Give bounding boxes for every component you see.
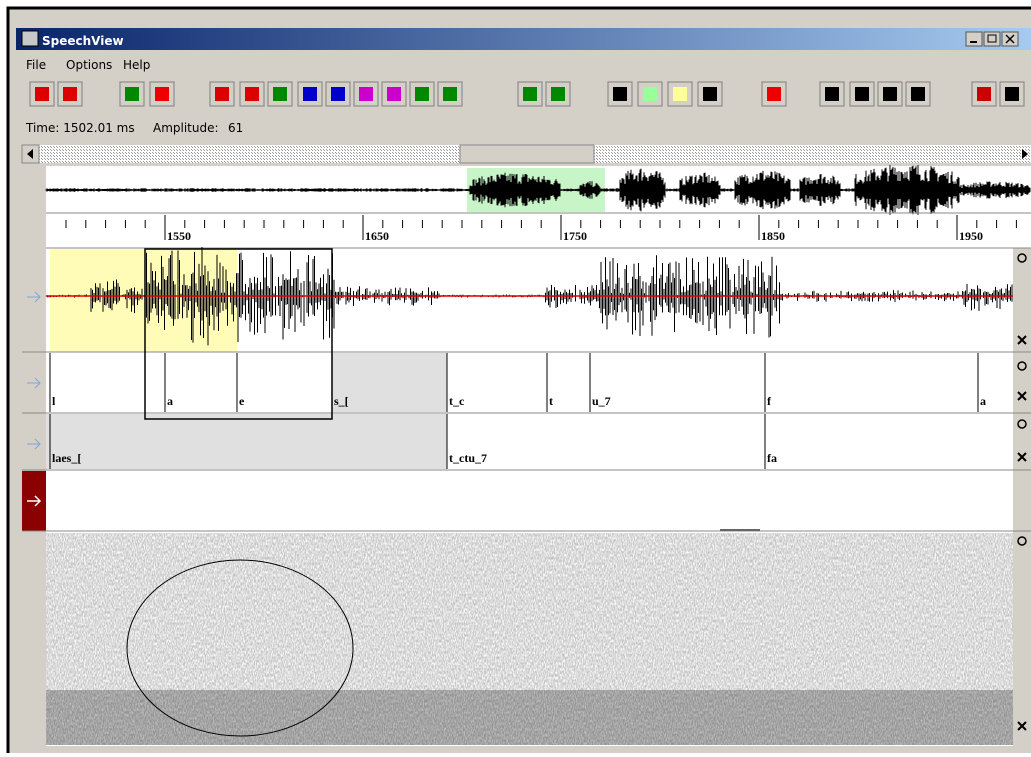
toolbar-button[interactable] — [972, 82, 996, 106]
app-window: SpeechView File Options Help Time: 1502.01… — [0, 0, 1031, 753]
selection-highlight — [50, 249, 237, 352]
toolbar-button[interactable] — [1000, 82, 1024, 106]
button-icon — [359, 87, 373, 101]
toolbar-button[interactable] — [438, 82, 462, 106]
ruler-label: 1750 — [563, 229, 587, 243]
button-icon — [673, 87, 687, 101]
toolbar-button[interactable] — [878, 82, 902, 106]
ruler-label: 1850 — [761, 229, 785, 243]
toolbar-button[interactable] — [30, 82, 54, 106]
button-icon — [643, 87, 657, 101]
right-gutter — [1013, 248, 1031, 746]
app-icon — [22, 31, 38, 46]
toolbar-button[interactable] — [58, 82, 82, 106]
button-icon — [155, 87, 169, 101]
window-title: SpeechView — [42, 34, 124, 48]
segment-label: fa — [767, 451, 777, 465]
ruler-label: 1550 — [167, 229, 191, 243]
button-icon — [35, 87, 49, 101]
segment-label: u_7 — [592, 394, 611, 408]
toolbar-button[interactable] — [120, 82, 144, 106]
ruler-label: 1650 — [365, 229, 389, 243]
menu-item[interactable]: Help — [123, 58, 150, 72]
segment-label: t_c — [449, 394, 465, 408]
toolbar-button[interactable] — [698, 82, 722, 106]
segment-label: t_ctu_7 — [449, 451, 487, 465]
window-buttons[interactable] — [966, 32, 1018, 46]
toolbar-button[interactable] — [354, 82, 378, 106]
toolbar-button[interactable] — [546, 82, 570, 106]
button-icon — [1005, 87, 1019, 101]
toolbar-button[interactable] — [382, 82, 406, 106]
button-icon — [303, 87, 317, 101]
segment-fill — [332, 353, 447, 412]
status-amplitude: 61 — [228, 121, 243, 135]
button-icon — [387, 87, 401, 101]
toolbar-button[interactable] — [906, 82, 930, 106]
button-icon — [613, 87, 627, 101]
toolbar-button[interactable] — [668, 82, 692, 106]
button-icon — [523, 87, 537, 101]
button-icon — [825, 87, 839, 101]
button-icon — [977, 87, 991, 101]
toolbar-button[interactable] — [820, 82, 844, 106]
button-icon — [331, 87, 345, 101]
button-icon — [443, 87, 457, 101]
toolbar-button[interactable] — [518, 82, 542, 106]
button-icon — [245, 87, 259, 101]
status-amplitude-label: Amplitude: — [153, 121, 219, 135]
segment-label: a — [980, 394, 986, 408]
toolbar-button[interactable] — [298, 82, 322, 106]
menu-item[interactable]: Options — [66, 58, 112, 72]
button-icon — [911, 87, 925, 101]
button-icon — [215, 87, 229, 101]
left-gutter — [22, 166, 46, 746]
segment-label: e — [239, 394, 245, 408]
toolbar-button[interactable] — [410, 82, 434, 106]
segment-fill — [46, 414, 447, 469]
button-icon — [855, 87, 869, 101]
ruler-label: 1950 — [959, 229, 983, 243]
menu-item[interactable]: File — [26, 58, 46, 72]
button-icon — [63, 87, 77, 101]
title-bar — [16, 28, 1031, 50]
toolbar-button[interactable] — [608, 82, 632, 106]
toolbar-button[interactable] — [210, 82, 234, 106]
toolbar-button[interactable] — [326, 82, 350, 106]
toolbar-button[interactable] — [762, 82, 786, 106]
toolbar-button[interactable] — [240, 82, 264, 106]
button-icon — [551, 87, 565, 101]
segment-label: s_[ — [334, 394, 349, 408]
status-time: Time: 1502.01 ms — [25, 121, 135, 135]
button-icon — [883, 87, 897, 101]
scroll-thumb[interactable] — [460, 145, 594, 163]
button-icon — [125, 87, 139, 101]
toolbar-button[interactable] — [638, 82, 662, 106]
toolbar-button[interactable] — [268, 82, 292, 106]
toolbar-button[interactable] — [150, 82, 174, 106]
button-icon — [767, 87, 781, 101]
segment-label: laes_[ — [52, 451, 81, 465]
segment-label: t — [549, 394, 553, 408]
button-icon — [273, 87, 287, 101]
toolbar-button[interactable] — [850, 82, 874, 106]
segment-label: a — [167, 394, 173, 408]
button-icon — [703, 87, 717, 101]
button-icon — [415, 87, 429, 101]
